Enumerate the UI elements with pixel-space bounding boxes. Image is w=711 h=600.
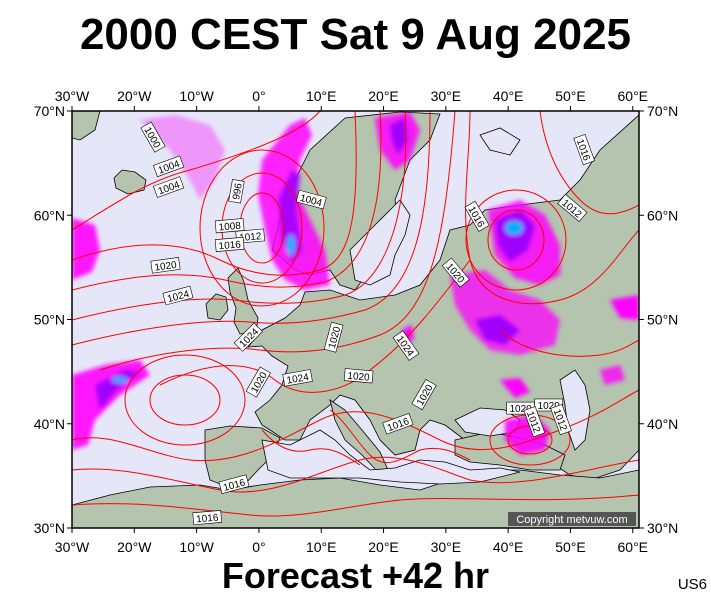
left-lat-label: 30°N (34, 520, 65, 536)
svg-text:1020: 1020 (509, 404, 532, 415)
top-lon-label: 10°E (306, 88, 337, 104)
sea-white (479, 127, 521, 156)
isobar-label: 996 (228, 179, 245, 204)
sea-baltic (349, 199, 411, 286)
svg-text:996: 996 (231, 182, 245, 201)
bottom-lon-label: 20°W (117, 539, 152, 555)
bottom-lon-label: 50°E (555, 539, 586, 555)
svg-text:1020: 1020 (347, 371, 371, 384)
bottom-lon-label: 10°E (306, 539, 337, 555)
land-iberia (204, 425, 281, 487)
isobars (72, 111, 639, 517)
precipitation (72, 112, 639, 455)
right-lat-label: 60°N (647, 207, 678, 223)
svg-text:1016: 1016 (196, 513, 220, 526)
left-lat-label: 60°N (34, 207, 65, 223)
axis-labels: 30°W 20°W 10°W 0° 10°E 20°E 30°E 40°E 50°E 60°E 30… (34, 88, 679, 555)
top-lon-label: 30°W (55, 88, 90, 104)
axis-ticks (67, 106, 644, 533)
right-lat-label: 70°N (647, 103, 678, 119)
isobar-label: 1008 (214, 218, 245, 234)
land-greenland (72, 111, 101, 141)
top-lon-label: 10°W (179, 88, 214, 104)
land-iceland (113, 169, 147, 195)
forecast-label: Forecast +42 hr (221, 555, 490, 596)
left-lat-label: 50°N (34, 312, 65, 328)
right-lat-label: 50°N (647, 312, 678, 328)
bottom-lon-label: 40°E (493, 539, 524, 555)
bottom-lon-label: 0° (252, 539, 265, 555)
svg-text:1024: 1024 (286, 372, 310, 387)
map-title: 2000 CEST Sat 9 Aug 2025 (79, 10, 632, 59)
region-code: US6 (677, 576, 707, 593)
top-lon-label: 50°E (555, 88, 586, 104)
top-lon-label: 20°W (117, 88, 152, 104)
svg-text:1016: 1016 (218, 239, 242, 252)
left-lat-label: 70°N (34, 103, 65, 119)
top-lon-label: 40°E (493, 88, 524, 104)
isobar-label: 1020 (343, 368, 374, 384)
isobar-label: 1016 (192, 510, 223, 526)
land-ireland (205, 293, 229, 321)
bottom-lon-label: 20°E (368, 539, 399, 555)
isobar-label: 1020 (150, 257, 181, 274)
copyright-text: Copyright metvuw.com (516, 514, 627, 526)
top-lon-label: 0° (252, 88, 265, 104)
svg-text:1012: 1012 (239, 231, 263, 244)
sea-caspian (559, 369, 591, 451)
bottom-lon-label: 10°W (179, 539, 214, 555)
bottom-lon-label: 30°W (55, 539, 90, 555)
isobar-label: 1024 (282, 369, 313, 387)
bottom-lon-label: 30°E (431, 539, 462, 555)
svg-text:1008: 1008 (218, 221, 242, 234)
bottom-lon-label: 60°E (618, 539, 649, 555)
svg-text:1020: 1020 (154, 260, 178, 274)
top-lon-label: 30°E (431, 88, 462, 104)
svg-text:1020: 1020 (538, 401, 561, 412)
right-lat-label: 40°N (647, 416, 678, 432)
left-lat-label: 40°N (34, 416, 65, 432)
isobar-label: 1016 (214, 236, 245, 252)
top-lon-label: 20°E (368, 88, 399, 104)
top-lon-label: 60°E (618, 88, 649, 104)
right-lat-label: 30°N (647, 520, 678, 536)
copyright-box (508, 512, 636, 526)
